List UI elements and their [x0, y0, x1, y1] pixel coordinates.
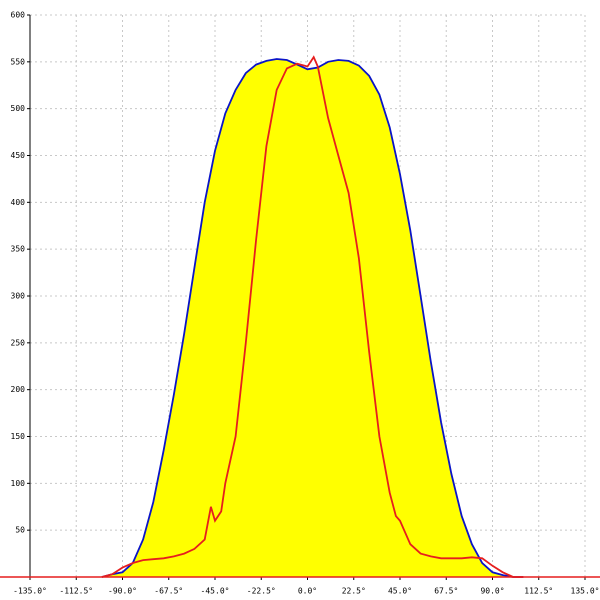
y-tick-label: 450 [11, 151, 26, 160]
y-tick-label: 400 [11, 198, 26, 207]
x-tick-label: -112.5° [59, 587, 93, 596]
y-tick-label: 250 [11, 338, 26, 347]
y-tick-label: 350 [11, 245, 26, 254]
y-tick-label: 150 [11, 432, 26, 441]
line [101, 58, 524, 578]
y-tick-label: 100 [11, 479, 26, 488]
y-tick-label: 200 [11, 385, 26, 394]
y-tick-label: 500 [11, 104, 26, 113]
x-tick-label: 90.0° [480, 587, 504, 596]
x-tick-label: 22.5° [342, 587, 366, 596]
x-tick-label: -90.0° [108, 587, 137, 596]
area [101, 59, 524, 577]
x-tick-label: -67.5° [154, 587, 183, 596]
x-tick-label: 112.5° [524, 587, 553, 596]
x-tick-label: 0.0° [298, 587, 317, 596]
x-tick-label: 67.5° [434, 587, 458, 596]
y-tick-label: 550 [11, 57, 26, 66]
y-tick-label: 600 [11, 11, 26, 20]
x-tick-label: 45.0° [388, 587, 412, 596]
x-tick-label: -135.0° [13, 587, 47, 596]
x-tick-label: -22.5° [247, 587, 276, 596]
x-tick-label: -45.0° [201, 587, 230, 596]
y-tick-label: 50 [15, 526, 25, 535]
x-tick-label: 135.0° [571, 587, 600, 596]
line [101, 55, 524, 578]
y-tick-label: 300 [11, 292, 26, 301]
